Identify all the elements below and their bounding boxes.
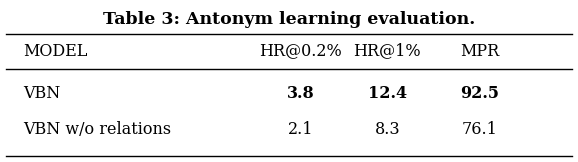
Text: HR@1%: HR@1% xyxy=(354,43,421,59)
Text: 8.3: 8.3 xyxy=(375,121,400,138)
Text: VBN w/o relations: VBN w/o relations xyxy=(23,121,171,138)
Text: HR@0.2%: HR@0.2% xyxy=(259,43,342,59)
Text: 2.1: 2.1 xyxy=(288,121,313,138)
Text: 92.5: 92.5 xyxy=(460,86,499,102)
Text: MPR: MPR xyxy=(460,43,499,59)
Text: MODEL: MODEL xyxy=(23,43,87,59)
Text: VBN: VBN xyxy=(23,86,60,102)
Text: 12.4: 12.4 xyxy=(368,86,407,102)
Text: 3.8: 3.8 xyxy=(287,86,314,102)
Text: Table 3: Antonym learning evaluation.: Table 3: Antonym learning evaluation. xyxy=(103,11,475,28)
Text: 76.1: 76.1 xyxy=(462,121,498,138)
